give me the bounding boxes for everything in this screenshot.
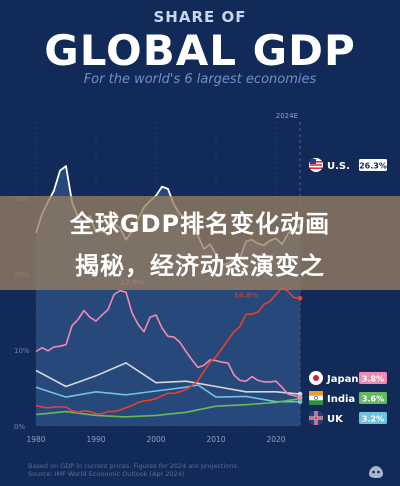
india-name-label: India: [327, 394, 355, 405]
japan-value-badge: [359, 372, 387, 384]
flag-stripe: [310, 164, 322, 166]
callout-uk: UK 3.2%: [309, 411, 387, 425]
series-endpoint-china: [297, 295, 303, 301]
chart-subtitle: For the world's 6 largest economies: [83, 72, 317, 87]
callout-us: U.S. 26.3%: [309, 158, 387, 172]
end-year-label: 2024E: [276, 112, 298, 120]
callout-japan: Japan 3.8%: [309, 371, 387, 385]
series-line-india: [35, 397, 301, 418]
flag-band: [309, 391, 323, 396]
x-tick-label: 1980: [26, 435, 45, 444]
series-endpoint-japan: [297, 394, 303, 400]
japan-value-label: 3.8%: [362, 375, 384, 384]
flag-sun: [313, 375, 319, 381]
y-tick-label: 10%: [14, 347, 30, 355]
callout-india: India 3.6%: [309, 391, 387, 405]
us-value-label: 26.3%: [359, 162, 387, 171]
series-line-china: [35, 286, 301, 415]
footnote-line-2: Source: IMF World Economic Outlook (Apr …: [28, 470, 185, 478]
uk-value-label: 3.2%: [362, 415, 384, 424]
y-tick-label: 0%: [14, 423, 25, 431]
series-line-uk: [35, 384, 300, 403]
overlay-line-2: 揭秘，经济动态演变之: [75, 252, 325, 280]
us-name-label: U.S.: [327, 161, 350, 172]
x-tick-label: 1990: [86, 435, 105, 444]
end-callouts: U.S. 26.3% Japan 3.8% India 3.6% UK 3.2%: [309, 158, 387, 425]
x-tick-label: 2010: [206, 435, 225, 444]
x-tick-label: 2020: [266, 435, 285, 444]
japan-name-label: Japan: [326, 374, 359, 385]
series-line-japan: [35, 289, 301, 398]
inline-label-china: 16.8%: [234, 292, 258, 300]
uk-name-label: UK: [327, 414, 344, 425]
flag-band: [309, 400, 323, 405]
logo-icon: [369, 466, 383, 478]
series-line-germany: [35, 362, 301, 395]
india-value-badge: [359, 392, 387, 404]
flag-cross-red: [315, 411, 317, 425]
flag-canton: [310, 159, 316, 164]
overlay-banner: [0, 196, 400, 290]
source-footnote: Based on GDP in current prices. Figures …: [28, 462, 239, 478]
chart-title: GLOBAL GDP: [44, 26, 356, 75]
flag-stripe: [310, 167, 322, 169]
us-value-badge: [359, 159, 387, 171]
chart-kicker: SHARE OF: [153, 8, 247, 26]
flag-wheel: [314, 396, 318, 400]
footnote-line-1: Based on GDP in current prices. Figures …: [28, 462, 239, 470]
x-tick-label: 2000: [146, 435, 165, 444]
uk-value-badge: [359, 412, 387, 424]
india-value-label: 3.6%: [362, 395, 384, 404]
overlay-line-1: 全球GDP排名变化动画: [69, 210, 331, 238]
